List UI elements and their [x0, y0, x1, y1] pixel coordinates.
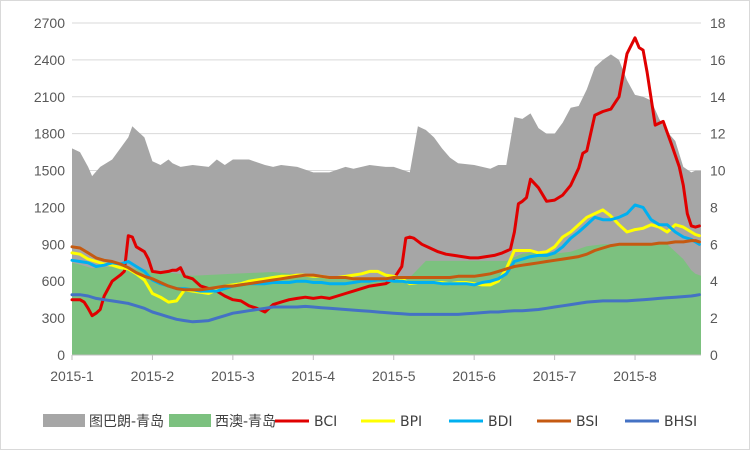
y-left-tick-label: 0 — [57, 347, 65, 363]
y-left-tick-label: 300 — [42, 310, 66, 326]
y-right-tick-label: 2 — [710, 310, 718, 326]
y-left-tick-label: 600 — [42, 273, 66, 289]
legend-item: BCI — [275, 414, 337, 430]
legend-swatch — [169, 414, 211, 427]
legend-label: 西澳-青岛 — [215, 414, 276, 430]
legend-item: BSI — [537, 414, 598, 430]
legend-item: BHSI — [625, 414, 697, 430]
legend-label: BCI — [314, 414, 337, 430]
x-tick-label: 2015-5 — [372, 368, 416, 384]
legend-label: BHSI — [664, 414, 697, 430]
x-tick-label: 2015-1 — [50, 368, 94, 384]
y-right-tick-label: 18 — [710, 15, 726, 31]
legend-label: 图巴朗-青岛 — [89, 414, 164, 430]
y-right-tick-label: 0 — [710, 347, 718, 363]
x-tick-label: 2015-6 — [452, 368, 496, 384]
x-tick-label: 2015-8 — [613, 368, 657, 384]
area-series-1 — [72, 244, 701, 355]
legend-label: BPI — [400, 414, 422, 430]
y-left-tick-label: 1500 — [34, 163, 65, 179]
line-series-bpi — [70, 208, 701, 304]
y-left-tick-label: 900 — [42, 236, 66, 252]
y-right-tick-label: 6 — [710, 236, 718, 252]
y-right-tick-label: 10 — [710, 163, 726, 179]
line-series — [70, 36, 701, 324]
axes: 0 300 600 900 1200 1500 1800 2100 2400 2700 0 2 4 6 8 1… — [34, 15, 726, 384]
legend: 图巴朗-青岛 西澳-青岛 BCI BPI BDI BSI BHSI — [43, 414, 697, 430]
legend-item: BDI — [449, 414, 513, 430]
x-tick-label: 2015-2 — [131, 368, 175, 384]
y-left-tick-label: 2400 — [34, 52, 65, 68]
y-right-tick-label: 12 — [710, 126, 726, 142]
x-tick-label: 2015-3 — [211, 368, 255, 384]
y-right-tick-label: 8 — [710, 199, 718, 215]
legend-item: BPI — [361, 414, 422, 430]
y-right-tick-label: 16 — [710, 52, 726, 68]
x-tick-label: 2015-7 — [533, 368, 577, 384]
y-left-tick-label: 2100 — [34, 89, 65, 105]
y-left-tick-label: 1800 — [34, 126, 65, 142]
y-right-tick-label: 14 — [710, 89, 726, 105]
legend-item: 图巴朗-青岛 — [43, 414, 164, 430]
legend-label: BSI — [576, 414, 598, 430]
legend-label: BDI — [488, 414, 513, 430]
line-series-bhsi — [70, 293, 701, 324]
y-right-tick-label: 4 — [710, 273, 718, 289]
line-series-bsi — [70, 239, 701, 292]
x-tick-label: 2015-4 — [292, 368, 336, 384]
legend-swatch — [43, 414, 85, 427]
y-left-tick-label: 1200 — [34, 199, 65, 215]
area-series — [72, 54, 701, 356]
legend-item: 西澳-青岛 — [169, 414, 276, 430]
y-left-tick-label: 2700 — [34, 15, 65, 31]
